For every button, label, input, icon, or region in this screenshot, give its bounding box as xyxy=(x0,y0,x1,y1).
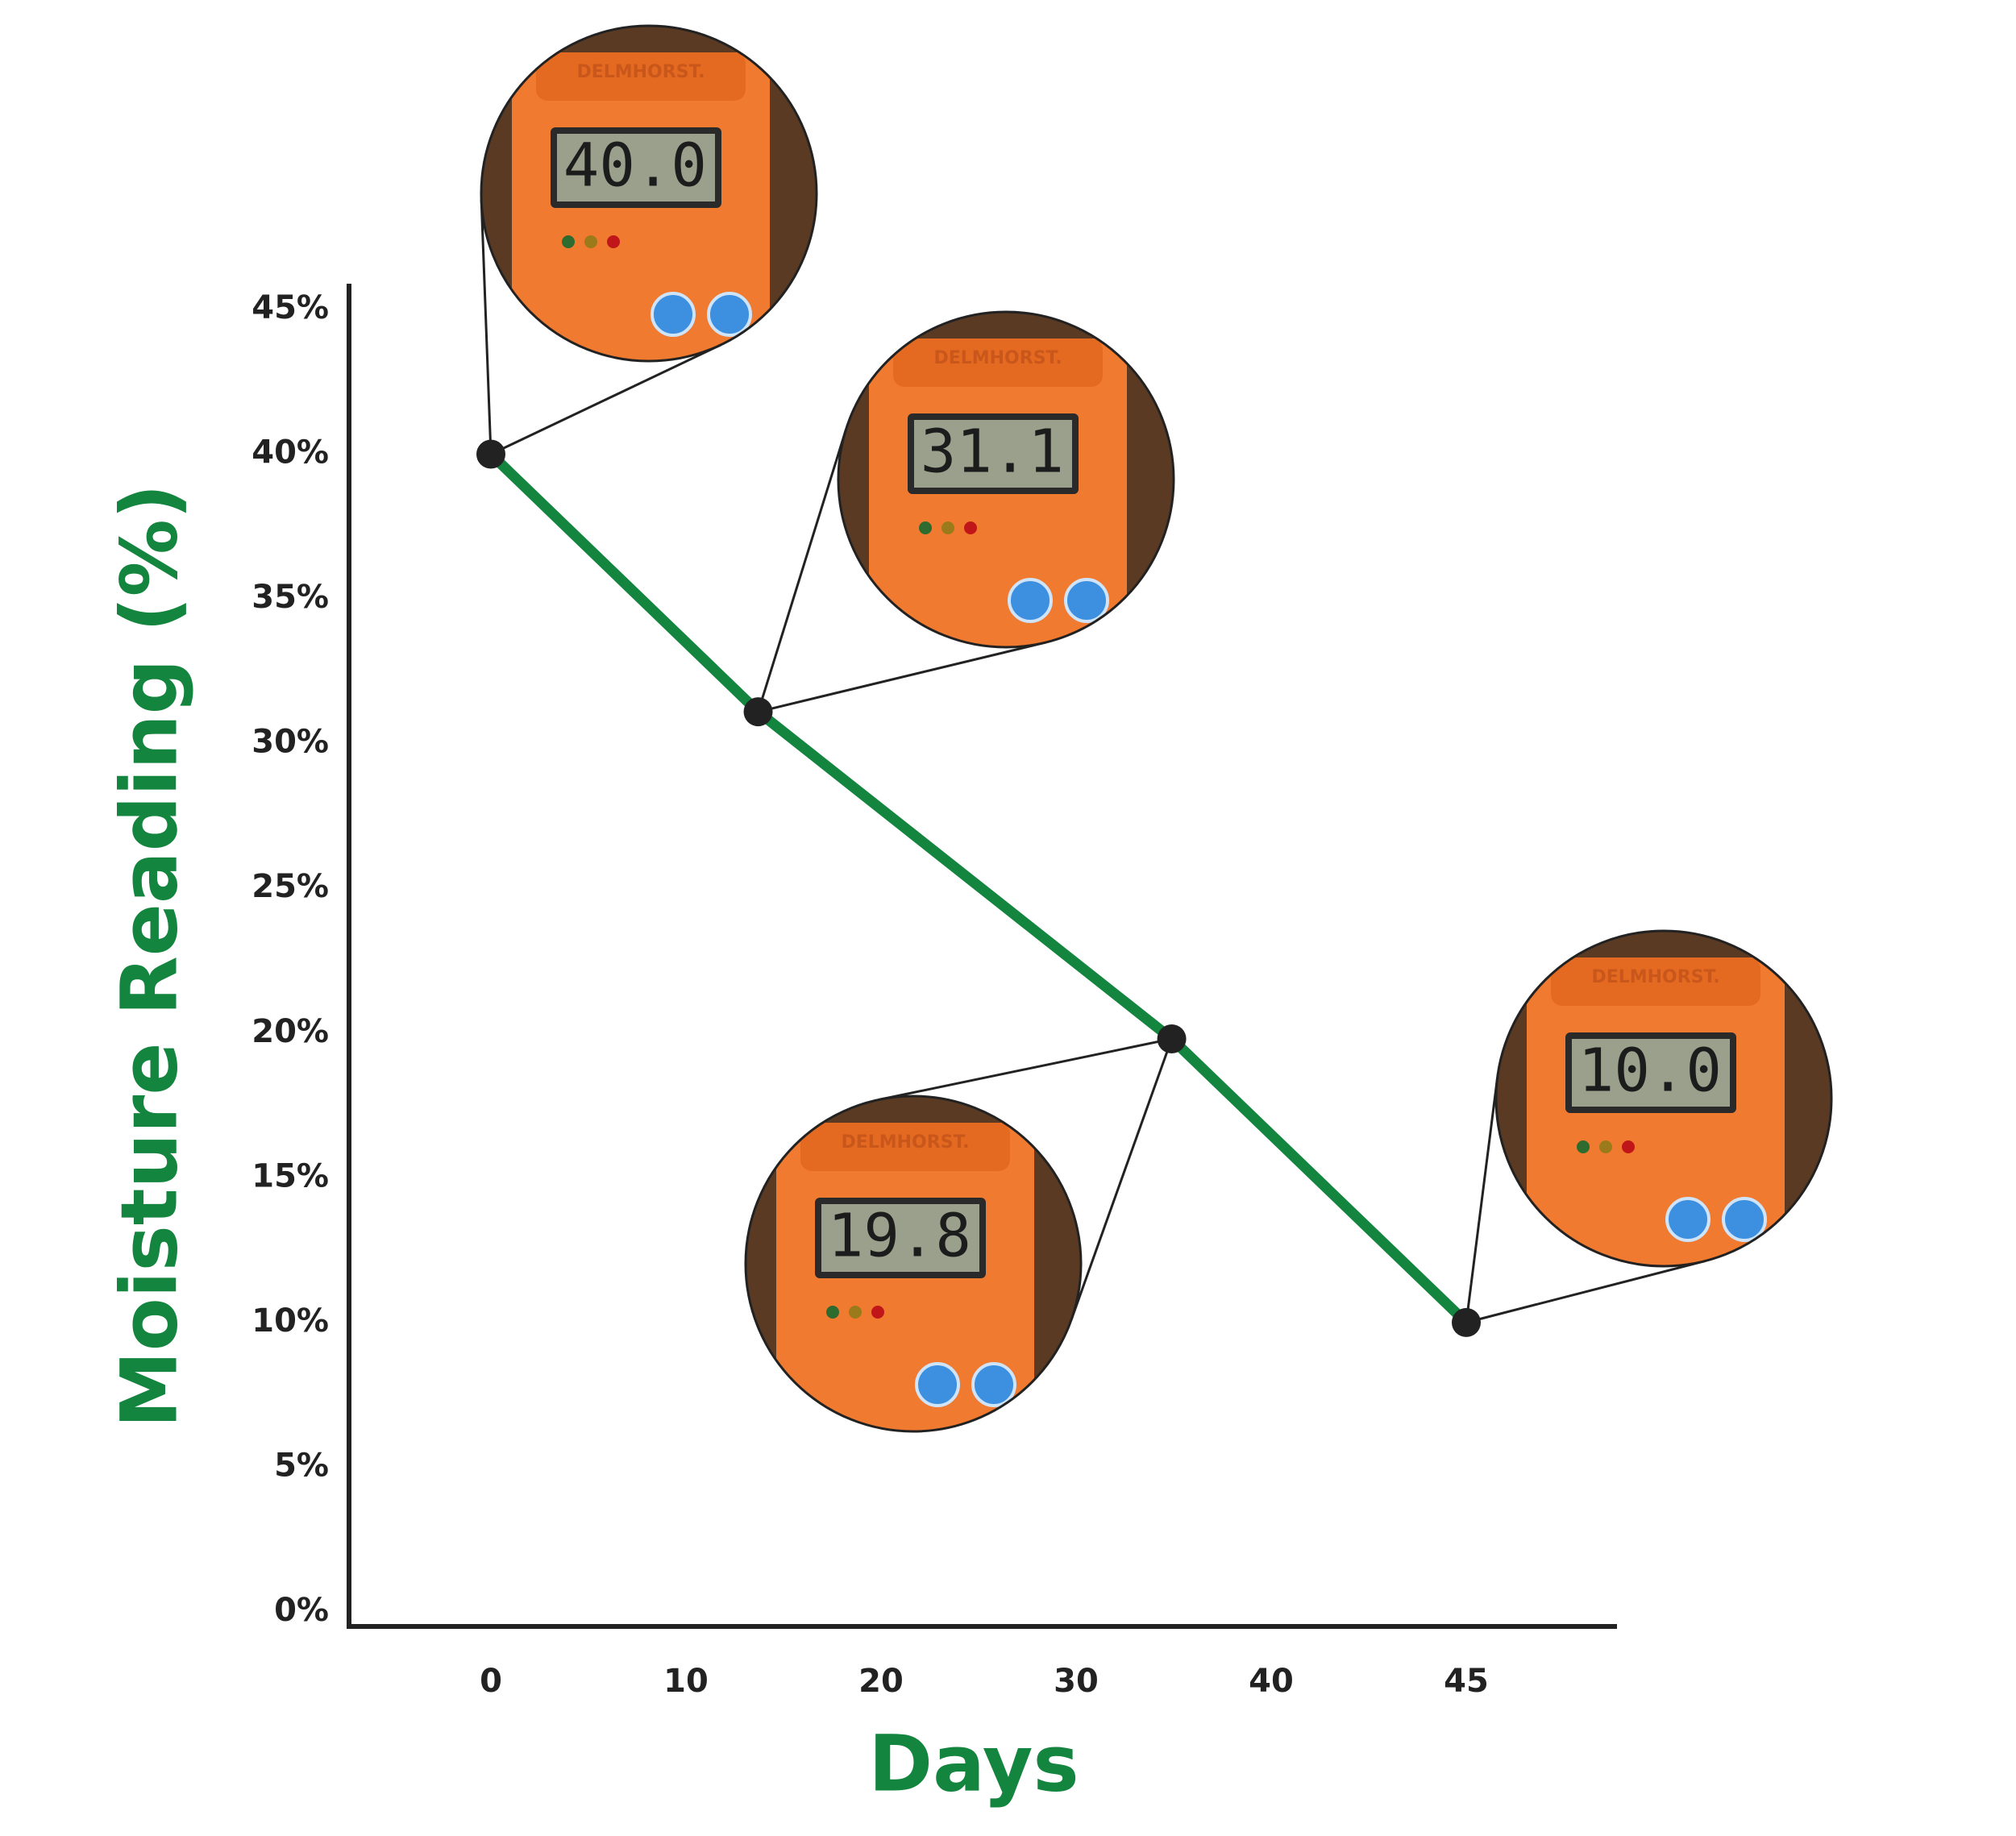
button xyxy=(971,1362,1016,1407)
device-label: DELMHORST. xyxy=(841,1132,969,1153)
led xyxy=(607,235,620,248)
device-label: DELMHORST. xyxy=(933,348,1062,368)
led xyxy=(871,1306,884,1319)
y-tick-label: 25% xyxy=(251,868,329,905)
button xyxy=(651,292,696,337)
data-point xyxy=(1157,1024,1187,1053)
y-tick-label: 35% xyxy=(251,579,329,616)
led xyxy=(562,235,575,248)
photo-rim xyxy=(744,1095,1083,1433)
y-tick-label: 15% xyxy=(251,1157,329,1194)
y-tick-label: 0% xyxy=(274,1592,329,1629)
lcd-reading: 10.0 xyxy=(1578,1036,1722,1106)
callout-line xyxy=(480,199,493,455)
button xyxy=(1008,578,1053,623)
led xyxy=(584,235,597,248)
x-tick-label: 20 xyxy=(858,1663,904,1700)
x-tick-label: 10 xyxy=(663,1663,709,1700)
led xyxy=(1599,1140,1612,1153)
photo-rim xyxy=(480,24,818,363)
x-tick-label: 40 xyxy=(1249,1663,1294,1700)
lcd-reading: 31.1 xyxy=(921,417,1064,487)
callout-line xyxy=(879,1037,1172,1101)
meter-photo: DELMHORST. 40.0 xyxy=(481,26,817,361)
callout-line xyxy=(1465,1259,1706,1324)
button xyxy=(1665,1197,1710,1242)
y-tick-label: 20% xyxy=(251,1013,329,1050)
meter-top xyxy=(800,1123,1010,1171)
meter-photo: DELMHORST. 31.1 xyxy=(838,312,1174,647)
meter-photo: DELMHORST. 10.0 xyxy=(1496,931,1831,1266)
y-tick-label: 5% xyxy=(274,1447,329,1484)
meter-photo: DELMHORST. 19.8 xyxy=(746,1096,1081,1431)
x-axis-title: Days xyxy=(868,1718,1079,1809)
button xyxy=(1064,578,1109,623)
lcd-screen xyxy=(821,1204,979,1272)
led xyxy=(849,1306,862,1319)
button xyxy=(707,292,752,337)
photo-rim xyxy=(837,310,1175,649)
meter-top xyxy=(536,52,746,101)
callout-line xyxy=(757,429,847,712)
device-label: DELMHORST. xyxy=(1591,967,1719,987)
y-tick-label: 10% xyxy=(251,1302,329,1340)
x-tick-label: 45 xyxy=(1444,1663,1489,1700)
lcd-screen xyxy=(557,134,715,201)
lcd-screen xyxy=(914,420,1072,488)
callout-line xyxy=(1465,1077,1499,1323)
device-label: DELMHORST. xyxy=(576,62,705,82)
callout-line xyxy=(1070,1038,1173,1321)
button xyxy=(915,1362,960,1407)
y-tick-label: 45% xyxy=(251,289,329,326)
lcd-reading: 19.8 xyxy=(828,1202,971,1271)
data-point xyxy=(476,439,505,469)
y-axis-title: Moisture Reading (%) xyxy=(104,484,194,1428)
photo-rim xyxy=(1494,929,1833,1268)
y-tick-label: 30% xyxy=(251,724,329,761)
callout-line xyxy=(758,641,1046,713)
data-point xyxy=(1452,1307,1481,1337)
lcd-screen xyxy=(1572,1039,1730,1107)
meter-top xyxy=(893,339,1103,387)
data-line xyxy=(487,450,1470,1327)
button xyxy=(1722,1197,1767,1242)
led xyxy=(941,521,954,534)
x-tick-label: 30 xyxy=(1054,1663,1099,1700)
x-tick-label: 0 xyxy=(480,1663,502,1700)
meter-top xyxy=(1551,957,1760,1006)
led xyxy=(919,521,932,534)
led xyxy=(1577,1140,1590,1153)
led xyxy=(1622,1140,1635,1153)
y-tick-label: 40% xyxy=(251,434,329,471)
led xyxy=(964,521,977,534)
callout-line xyxy=(490,343,721,455)
led xyxy=(826,1306,839,1319)
data-point xyxy=(743,697,773,727)
lcd-reading: 40.0 xyxy=(563,131,707,201)
